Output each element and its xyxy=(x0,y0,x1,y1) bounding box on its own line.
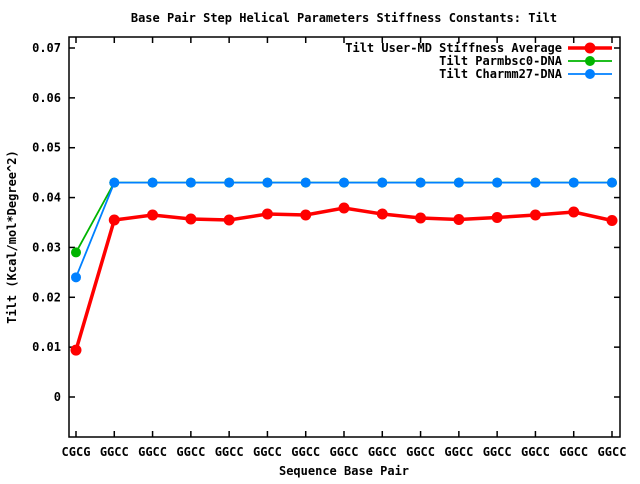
data-point xyxy=(492,177,503,188)
data-point xyxy=(338,202,350,214)
data-point xyxy=(377,177,388,188)
data-point xyxy=(71,247,81,258)
x-tick-label: GGCC xyxy=(521,445,550,459)
legend-marker xyxy=(584,42,596,54)
data-point xyxy=(70,344,82,356)
data-point xyxy=(606,215,618,227)
data-point xyxy=(568,177,579,188)
data-point xyxy=(453,177,464,188)
data-point xyxy=(376,208,388,220)
legend-label: Tilt Parmbsc0-DNA xyxy=(439,54,563,68)
y-tick-label: 0.07 xyxy=(32,41,61,55)
x-tick-label: GGCC xyxy=(483,445,512,459)
data-point xyxy=(339,177,349,188)
y-tick-label: 0.04 xyxy=(32,191,61,205)
y-tick-label: 0.03 xyxy=(32,240,61,254)
x-tick-label: GGCC xyxy=(559,445,588,459)
data-point xyxy=(147,177,158,188)
data-point xyxy=(185,177,196,188)
x-tick-label: GGCC xyxy=(406,445,435,459)
data-point xyxy=(415,212,427,224)
data-point xyxy=(491,212,503,224)
data-point xyxy=(415,177,426,188)
x-axis-label: Sequence Base Pair xyxy=(279,464,409,478)
data-point xyxy=(147,209,159,221)
x-tick-label: GGCC xyxy=(176,445,205,459)
data-point xyxy=(71,272,81,283)
x-tick-label: GGCC xyxy=(330,445,359,459)
data-point xyxy=(568,206,580,218)
chart-title: Base Pair Step Helical Parameters Stiffn… xyxy=(131,11,557,25)
legend-label: Tilt User-MD Stiffness Average xyxy=(345,41,562,55)
y-tick-label: 0.06 xyxy=(32,91,61,105)
y-tick-label: 0.05 xyxy=(32,141,61,155)
x-tick-label: CGCG xyxy=(62,445,91,459)
data-point xyxy=(109,177,120,188)
legend-marker xyxy=(585,56,595,66)
data-point xyxy=(529,209,541,221)
data-point xyxy=(453,214,465,226)
data-point xyxy=(224,177,235,188)
data-point xyxy=(261,208,273,220)
legend-label: Tilt Charmm27-DNA xyxy=(439,67,563,81)
y-tick-label: 0.01 xyxy=(32,340,61,354)
data-point xyxy=(607,177,617,188)
x-tick-label: GGCC xyxy=(368,445,397,459)
plot-border xyxy=(68,36,621,438)
y-tick-label: 0 xyxy=(54,390,61,404)
legend-marker xyxy=(585,69,595,79)
plot-axes: 0 0.01 0.02 0.03 0.04 0.05 0.06 0.07 CGCG GGCC GGC… xyxy=(32,36,627,459)
x-tick-label: GGCC xyxy=(100,445,129,459)
data-point xyxy=(262,177,273,188)
y-axis-label: Tilt (Kcal/mol*Degree^2) xyxy=(5,150,19,323)
data-point xyxy=(300,209,312,221)
y-tick-label: 0.02 xyxy=(32,290,61,304)
data-point xyxy=(300,177,311,188)
x-tick-label: GGCC xyxy=(253,445,282,459)
data-point xyxy=(530,177,541,188)
data-point xyxy=(108,214,120,226)
x-tick-label: GGCC xyxy=(138,445,167,459)
x-tick-label: GGCC xyxy=(215,445,244,459)
series-line-0 xyxy=(74,206,613,351)
data-point xyxy=(185,213,197,225)
plot-series xyxy=(70,177,618,356)
x-tick-label: GGCC xyxy=(598,445,627,459)
x-tick-label: GGCC xyxy=(444,445,473,459)
x-tick-label: GGCC xyxy=(291,445,320,459)
data-point xyxy=(223,214,235,226)
series-line-2 xyxy=(75,181,612,278)
